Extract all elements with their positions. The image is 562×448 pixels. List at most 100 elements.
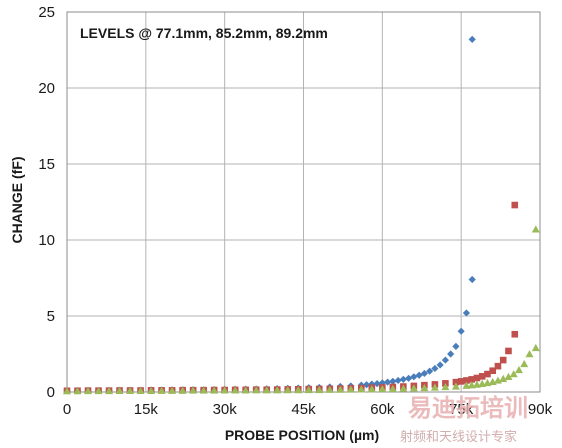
series-2-point [463, 377, 470, 384]
series-3-point [520, 359, 529, 368]
data-points [63, 35, 540, 395]
series-3-point [262, 386, 271, 394]
series-3-point [115, 386, 124, 394]
series-1-point [426, 367, 434, 375]
series-1-point [410, 373, 418, 381]
series-3-point [336, 385, 345, 393]
series-1-point [420, 369, 428, 378]
series-3-point [73, 387, 82, 395]
series-3-point [105, 386, 114, 395]
series-3-point [399, 384, 408, 392]
series-3-point [441, 382, 450, 391]
series-2-peak-point [511, 201, 519, 209]
series-1-point [405, 374, 413, 382]
series-2-point [457, 378, 465, 385]
series-3-point [315, 385, 324, 394]
series-3-point [147, 386, 156, 394]
series-1-point [373, 380, 381, 388]
series-1-point [462, 309, 471, 317]
series-3-point [514, 365, 523, 374]
y-tick-label: 15 [38, 156, 55, 173]
series-3-point [430, 383, 439, 391]
series-1-peak-point [468, 35, 476, 43]
x-tick-label: 45k [291, 401, 316, 418]
series-3-point [189, 386, 198, 394]
series-1-point [383, 378, 392, 386]
series-2-point [489, 367, 496, 375]
series-2-point [452, 378, 460, 386]
x-axis-title: PROBE POSITION (µm) [225, 427, 379, 443]
series-3-point [504, 372, 513, 380]
watermark-main: 易迪拓培训 [408, 394, 528, 422]
y-tick-label: 5 [47, 308, 55, 325]
series-3-point [199, 386, 208, 394]
series-3-point [304, 385, 313, 394]
series-3-point [499, 374, 508, 382]
x-tick-label: 90k [528, 401, 553, 418]
series-3-point [231, 386, 240, 394]
series-3-point [509, 370, 518, 378]
series-3-point [325, 385, 334, 393]
series-1-point [399, 375, 407, 383]
series-1-point [389, 377, 397, 385]
series-1-point [468, 275, 476, 284]
tick-labels: 0 15k 30k 45k 60k 75k 90k 0 5 10 15 20 25 [38, 4, 552, 418]
y-tick-label: 20 [38, 80, 55, 97]
x-tick-label: 0 [63, 401, 71, 418]
watermark: 易迪拓培训 射频和天线设计专家 [400, 394, 528, 445]
series-3-point [451, 382, 460, 390]
series-3-point [84, 386, 93, 395]
series-2-point [478, 373, 486, 380]
series-3-point [346, 385, 355, 393]
series-3-point [136, 386, 145, 394]
series-1-point [452, 342, 460, 350]
series-3-point [294, 386, 303, 394]
levels-annotation: LEVELS @ 77.1mm, 85.2mm, 89.2mm [80, 25, 328, 41]
series-2-point [505, 347, 512, 355]
series-3-point [220, 386, 229, 394]
series-3-point [388, 384, 397, 393]
plot-frame [66, 11, 541, 393]
series-1-point [394, 376, 402, 385]
series-3-point [210, 386, 219, 394]
y-tick-label: 0 [47, 384, 55, 401]
y-tick-label: 10 [38, 232, 55, 249]
series-3-point [462, 381, 471, 389]
series-3-point [273, 386, 282, 394]
x-tick-label: 30k [213, 401, 238, 418]
series-3-point [126, 386, 135, 394]
x-tick-label: 15k [134, 401, 159, 418]
series-2-point [484, 370, 491, 378]
series-3-point [409, 384, 418, 392]
y-tick-label: 25 [38, 4, 55, 21]
series-2-point [494, 362, 502, 370]
series-3-point [531, 343, 540, 352]
series-3-point [168, 386, 177, 394]
series-3-point [157, 386, 166, 394]
series-3-point [525, 350, 534, 358]
y-axis-title: CHANGE (fF) [9, 156, 25, 243]
series-3-point [178, 386, 187, 394]
x-tick-label: 75k [449, 401, 474, 418]
series-3-point [63, 387, 71, 395]
series-1-point [431, 364, 439, 373]
series-3-point [378, 384, 387, 393]
watermark-sub: 射频和天线设计专家 [400, 429, 517, 445]
series-3-point [252, 386, 261, 394]
series-2-point [499, 356, 507, 364]
series-3-point [420, 383, 429, 392]
series-1-point [436, 361, 444, 369]
series-3-peak-point [531, 225, 540, 233]
series-2-point [473, 374, 481, 382]
series-3-point [357, 385, 366, 393]
series-3-point [283, 386, 292, 394]
series-2-point [468, 376, 475, 383]
series-3-point [94, 386, 103, 395]
series-1-point [447, 350, 455, 358]
series-1-point [415, 371, 423, 379]
series-1-point [441, 356, 449, 364]
x-tick-label: 60k [370, 401, 395, 418]
series-1-point [362, 381, 371, 389]
series-2-point [511, 330, 519, 338]
